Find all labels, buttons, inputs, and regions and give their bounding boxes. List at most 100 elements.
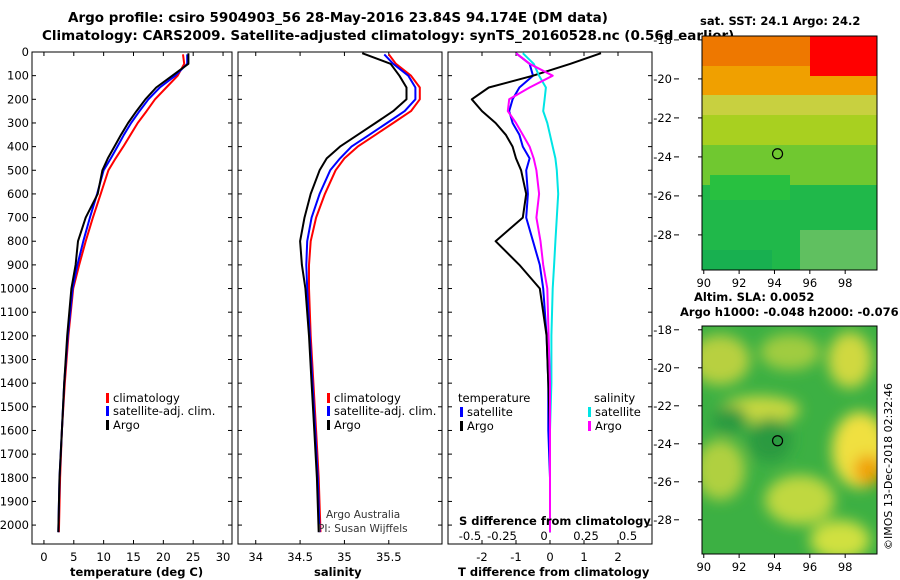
sla-map (702, 326, 877, 554)
x-tick-label: -2 (476, 550, 487, 564)
y-tick-label: 1900 (0, 494, 29, 508)
sla-map-title-line2: Argo h1000: -0.048 h2000: -0.076 (680, 305, 899, 319)
legend-swatch-satellite (106, 406, 109, 416)
x-tick-label: 0 (546, 550, 553, 564)
plot-frame (31, 51, 233, 545)
legend-swatch-climatology (327, 393, 330, 403)
lon-tick-label: 96 (803, 560, 818, 574)
difference-legend: temperature salinity satellite Argo sate… (458, 391, 651, 528)
sla-map-title-line1: Altim. SLA: 0.0052 (694, 290, 815, 304)
lat-tick-label: -24 (653, 150, 672, 164)
argo-australia-note: Argo Australia (326, 509, 400, 521)
sla-map-axes: -18 -20 -22 -24 -26 -28 90 92 94 96 98 (653, 323, 852, 574)
x-tick-label: 25 (186, 550, 201, 564)
lat-tick-label: -24 (653, 437, 672, 451)
legend-label-sal-satellite: satellite (595, 405, 641, 419)
x-tick-label: 30 (216, 550, 231, 564)
salinity-legend: climatology satellite-adj. clim. Argo Ar… (318, 391, 436, 535)
x-tick-label: -1 (510, 550, 521, 564)
lon-tick-label: 94 (767, 276, 782, 290)
y-tick-label: 0 (22, 45, 29, 59)
series-line-argo (57, 53, 190, 533)
y-tick-label: 600 (7, 187, 29, 201)
chart-title-line1: Argo profile: csiro 5904903_56 28-May-20… (68, 10, 608, 26)
sst-map-axes: -18 -20 -22 -24 -26 -28 90 92 94 96 98 (653, 33, 852, 290)
legend-swatch-sal-satellite (588, 407, 591, 417)
legend-label-argo: Argo (334, 418, 361, 432)
series-line-satellite-adj-clim- (57, 54, 189, 533)
y-tick-label: 500 (7, 163, 29, 177)
sla-float-marker (771, 435, 784, 447)
legend-title-salinity: salinity (594, 391, 635, 405)
lat-tick-label: -22 (653, 399, 672, 413)
legend-swatch-argo (106, 420, 109, 430)
y-tick-label: 1200 (0, 329, 29, 343)
lon-tick-label: 98 (838, 560, 853, 574)
y-tick-label: 900 (7, 258, 29, 272)
lat-tick-label: -18 (653, 323, 672, 337)
y-tick-label: 1400 (0, 376, 29, 390)
y-tick-label: 300 (7, 116, 29, 130)
lon-tick-label: 92 (732, 276, 747, 290)
series-line-satellite-adj-clim- (305, 53, 417, 533)
plot-frame (237, 51, 443, 545)
temperature-legend: climatology satellite-adj. clim. Argo (106, 391, 215, 432)
salinity-panel: 34 34.5 35 35.5 (237, 51, 443, 564)
legend-swatch-temp-satellite (460, 407, 463, 417)
sst-map-frame (701, 35, 878, 271)
y-tick-label: 1700 (0, 447, 29, 461)
x-tick-label: 1 (580, 550, 587, 564)
y-tick-label: 800 (7, 234, 29, 248)
x-tick-label: 5 (70, 550, 77, 564)
lat-tick-label: -28 (653, 228, 672, 242)
lat-tick-label: -20 (653, 361, 672, 375)
y-tick-label: 100 (7, 69, 29, 83)
chart-title-line2: Climatology: CARS2009. Satellite-adjuste… (42, 28, 735, 44)
legend-swatch-argo (327, 420, 330, 430)
y-tick-label: 1500 (0, 400, 29, 414)
lon-tick-label: 92 (732, 560, 747, 574)
temperature-panel: 0100200300400500600700800900100011001200… (0, 45, 233, 564)
y-tick-label: 2000 (0, 518, 29, 532)
lon-tick-label: 90 (696, 560, 711, 574)
x-tick-label: 34.5 (287, 550, 313, 564)
legend-label-temp-satellite: satellite (467, 405, 513, 419)
top-x-tick-label: -0.25 (487, 529, 517, 543)
series-line-salinity-satellite (522, 52, 560, 533)
y-tick-label: 1000 (0, 282, 29, 296)
legend-label-climatology: climatology (334, 391, 401, 405)
lat-tick-label: -18 (653, 33, 672, 47)
y-tick-label: 1100 (0, 305, 29, 319)
lon-tick-label: 98 (838, 276, 853, 290)
y-tick-label: 700 (7, 211, 29, 225)
series-line-salinity-argo (506, 52, 554, 533)
legend-label-argo: Argo (113, 418, 140, 432)
series-line-temperature-satellite (508, 52, 551, 533)
lat-tick-label: -22 (653, 111, 672, 125)
x-axis-label-salinity: salinity (314, 565, 362, 579)
top-x-tick-label: -0.5 (459, 529, 481, 543)
sst-float-marker (771, 148, 784, 160)
lon-tick-label: 90 (696, 276, 711, 290)
legend-label-sal-argo: Argo (595, 419, 622, 433)
top-x-tick-label: 0 (540, 529, 547, 543)
series-line-argo (299, 52, 408, 533)
y-tick-label: 200 (7, 92, 29, 106)
x-axis-label-temperature: temperature (deg C) (70, 565, 203, 579)
legend-label-satellite: satellite-adj. clim. (334, 404, 436, 418)
legend-swatch-climatology (106, 393, 109, 403)
x-tick-label: 35.5 (376, 550, 402, 564)
legend-label-satellite: satellite-adj. clim. (113, 404, 215, 418)
lat-tick-label: -28 (653, 513, 672, 527)
legend-swatch-satellite (327, 406, 330, 416)
y-tick-label: 1300 (0, 353, 29, 367)
x-tick-label: 15 (126, 550, 141, 564)
s-difference-label: S difference from climatology (459, 514, 651, 528)
y-tick-label: 1600 (0, 423, 29, 437)
pi-note: PI: Susan Wijffels (318, 523, 408, 535)
x-tick-label: 0 (40, 550, 47, 564)
lat-tick-label: -26 (653, 475, 672, 489)
x-tick-label: 10 (96, 550, 111, 564)
x-axis-label-t-difference: T difference from climatology (458, 565, 650, 579)
